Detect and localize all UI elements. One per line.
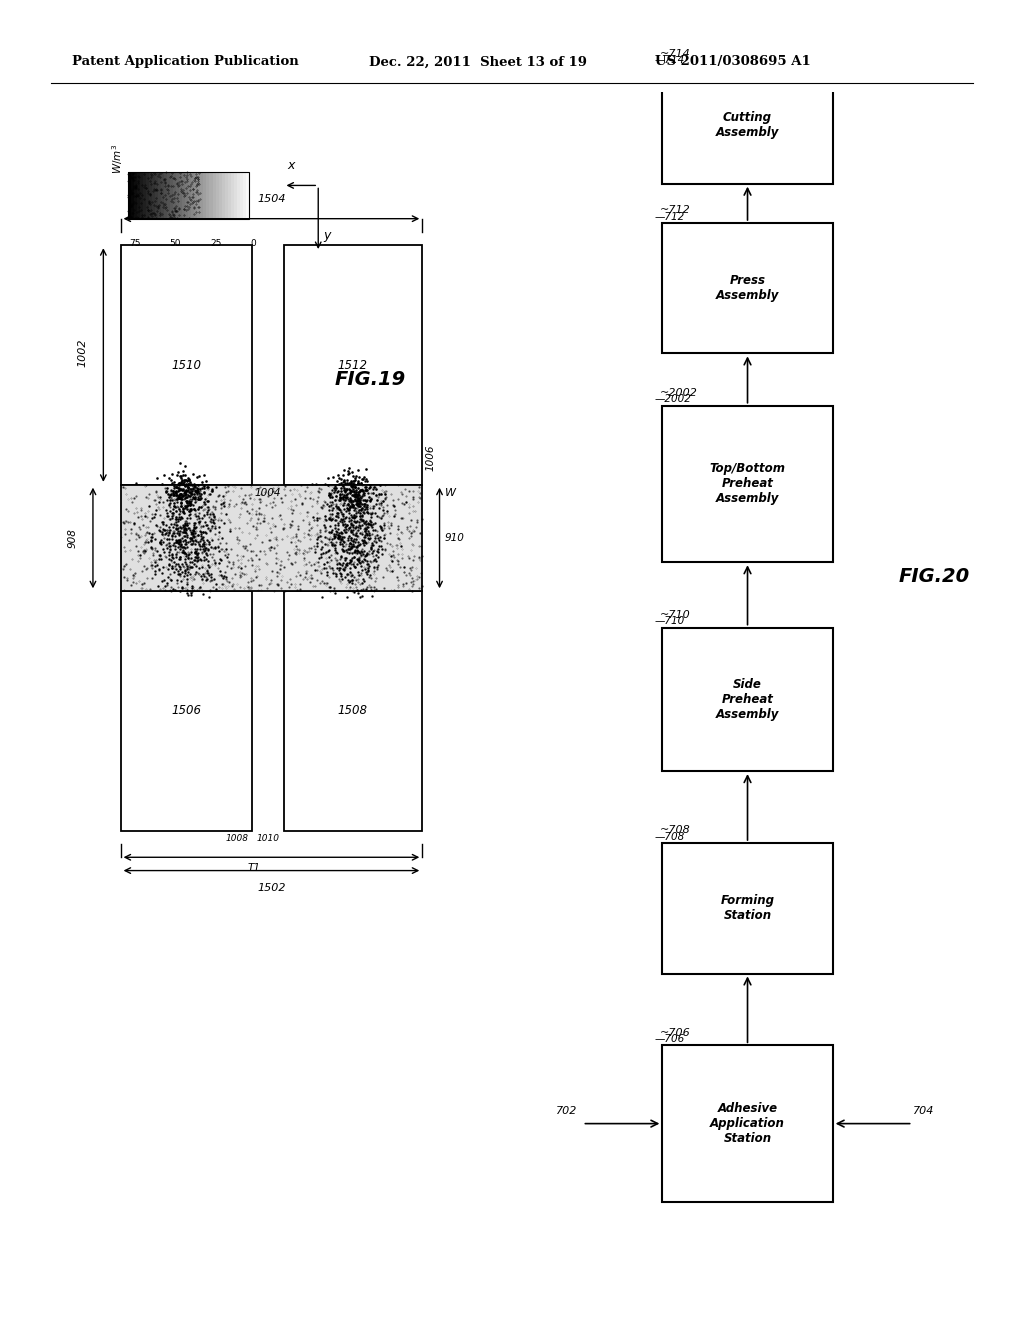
Text: 1004: 1004	[255, 488, 282, 498]
Text: Dec. 22, 2011  Sheet 13 of 19: Dec. 22, 2011 Sheet 13 of 19	[369, 55, 587, 69]
Bar	[176, 172, 179, 219]
Text: 702: 702	[556, 1106, 578, 1115]
Text: 1504: 1504	[257, 194, 286, 205]
Bar	[207, 172, 210, 219]
Bar	[246, 172, 249, 219]
Bar	[215, 172, 218, 219]
Bar	[173, 172, 176, 219]
Bar	[221, 172, 224, 219]
Text: 1006: 1006	[426, 445, 435, 471]
Text: 50: 50	[170, 239, 181, 248]
Bar	[284, 591, 422, 830]
Text: 1002: 1002	[78, 338, 87, 367]
Bar	[233, 172, 237, 219]
Text: $W/m^3$: $W/m^3$	[111, 144, 125, 174]
Text: 1010: 1010	[256, 834, 280, 842]
Bar	[128, 172, 249, 219]
Bar	[121, 591, 252, 830]
Bar	[182, 172, 185, 219]
Bar	[158, 172, 161, 219]
Bar	[137, 172, 139, 219]
Bar	[663, 223, 833, 354]
Bar	[170, 172, 173, 219]
Bar	[201, 172, 204, 219]
Text: 0: 0	[251, 239, 256, 248]
Text: 25: 25	[210, 239, 221, 248]
Bar	[121, 246, 252, 484]
Text: US 2011/0308695 A1: US 2011/0308695 A1	[655, 55, 811, 69]
Bar	[218, 172, 221, 219]
Text: Press
Assembly: Press Assembly	[716, 275, 779, 302]
Bar	[131, 172, 134, 219]
Text: Patent Application Publication: Patent Application Publication	[72, 55, 298, 69]
Text: 1502: 1502	[257, 883, 286, 892]
Bar	[663, 66, 833, 183]
Text: FIG.20: FIG.20	[898, 566, 970, 586]
Bar	[213, 172, 215, 219]
Text: 1506: 1506	[172, 705, 202, 718]
Text: 1508: 1508	[338, 705, 368, 718]
Text: —714: —714	[654, 55, 685, 65]
Bar	[204, 172, 207, 219]
Bar	[155, 172, 158, 219]
Text: 1510: 1510	[172, 359, 202, 371]
Text: ~714: ~714	[659, 49, 690, 58]
Text: ~712: ~712	[659, 205, 690, 215]
Bar	[164, 172, 167, 219]
Bar	[237, 172, 240, 219]
Bar	[142, 172, 145, 219]
Text: W: W	[444, 488, 456, 498]
Bar	[663, 1045, 833, 1203]
Text: T1: T1	[248, 862, 261, 873]
Text: 704: 704	[912, 1106, 934, 1115]
Bar	[227, 172, 230, 219]
Bar	[210, 172, 213, 219]
Bar	[663, 843, 833, 973]
Text: ~708: ~708	[659, 825, 690, 836]
Bar	[224, 172, 227, 219]
Bar	[663, 627, 833, 771]
Bar	[663, 405, 833, 562]
Bar	[230, 172, 233, 219]
Bar	[128, 172, 131, 219]
Bar	[198, 172, 201, 219]
Text: —708: —708	[654, 832, 685, 842]
Text: ~706: ~706	[659, 1027, 690, 1038]
Bar	[161, 172, 164, 219]
Bar	[191, 172, 195, 219]
Text: —710: —710	[654, 616, 685, 626]
Text: Top/Bottom
Preheat
Assembly: Top/Bottom Preheat Assembly	[710, 462, 785, 506]
Bar	[121, 484, 422, 591]
Text: FIG.19: FIG.19	[335, 370, 406, 389]
Bar	[185, 172, 188, 219]
Text: Adhesive
Application
Station: Adhesive Application Station	[710, 1102, 785, 1146]
Text: 75: 75	[129, 239, 141, 248]
Bar	[167, 172, 170, 219]
Text: Cutting
Assembly: Cutting Assembly	[716, 111, 779, 139]
Text: 910: 910	[444, 533, 465, 543]
Bar	[195, 172, 198, 219]
Text: ~2002: ~2002	[659, 388, 697, 397]
Text: y: y	[324, 228, 331, 242]
Text: Forming
Station: Forming Station	[721, 894, 774, 923]
Text: Side
Preheat
Assembly: Side Preheat Assembly	[716, 678, 779, 721]
Text: 908: 908	[68, 528, 77, 548]
Text: ~710: ~710	[659, 610, 690, 620]
Text: —2002: —2002	[654, 395, 691, 404]
Bar	[188, 172, 191, 219]
Bar	[148, 172, 152, 219]
Text: 1512: 1512	[338, 359, 368, 371]
Bar	[145, 172, 148, 219]
Bar	[284, 246, 422, 484]
Bar	[179, 172, 182, 219]
Bar	[152, 172, 155, 219]
Bar	[243, 172, 246, 219]
Text: —706: —706	[654, 1034, 685, 1044]
Bar	[139, 172, 142, 219]
Text: 1008: 1008	[225, 834, 248, 842]
Bar	[240, 172, 243, 219]
Text: —712: —712	[654, 211, 685, 222]
Text: x: x	[287, 158, 295, 172]
Bar	[134, 172, 137, 219]
